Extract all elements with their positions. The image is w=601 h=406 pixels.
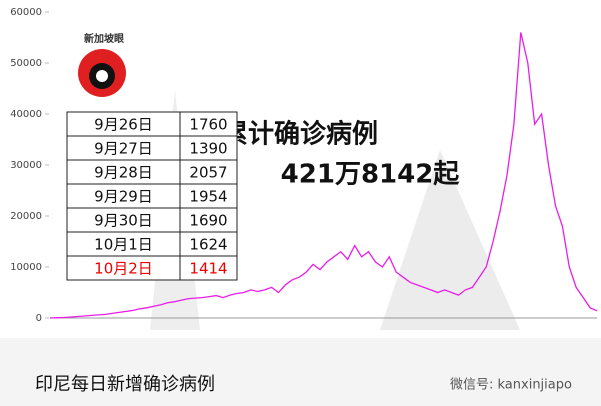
data-line [49, 32, 598, 319]
caption-strip [0, 338, 601, 406]
table-value: 2057 [189, 164, 227, 182]
table-date: 10月1日 [94, 236, 153, 254]
table-bg [66, 111, 238, 281]
bg-decoration [380, 150, 520, 330]
y-tick-label: 10000 [10, 262, 42, 273]
caption: 印尼每日新增确诊病例 [35, 374, 215, 395]
logo-pupil [96, 70, 108, 82]
table-value: 1954 [189, 188, 227, 206]
y-tick-label: 50000 [10, 58, 42, 69]
y-tick-label: 40000 [10, 109, 42, 120]
table-value: 1390 [189, 140, 227, 158]
table-date: 9月26日 [94, 116, 153, 134]
table-date: 9月28日 [94, 164, 153, 182]
watermark: 微信号: kanxinjiapo [450, 378, 572, 393]
table-value: 1690 [189, 212, 227, 230]
table-value: 1414 [189, 260, 227, 278]
table-date: 10月2日 [94, 260, 153, 278]
table-date: 9月27日 [94, 140, 153, 158]
headline: 累计确诊病例 [222, 119, 378, 150]
y-tick-label: 20000 [10, 211, 42, 222]
table-value: 1624 [189, 236, 227, 254]
y-tick-label: 0 [36, 313, 42, 324]
table-date: 9月29日 [94, 188, 153, 206]
y-tick-label: 60000 [10, 7, 42, 18]
y-tick-label: 30000 [10, 160, 42, 171]
logo-text: 新加坡眼 [84, 32, 124, 45]
table-date: 9月30日 [94, 212, 153, 230]
table-value: 1760 [189, 116, 227, 134]
headline: 421万8142起 [281, 160, 461, 190]
